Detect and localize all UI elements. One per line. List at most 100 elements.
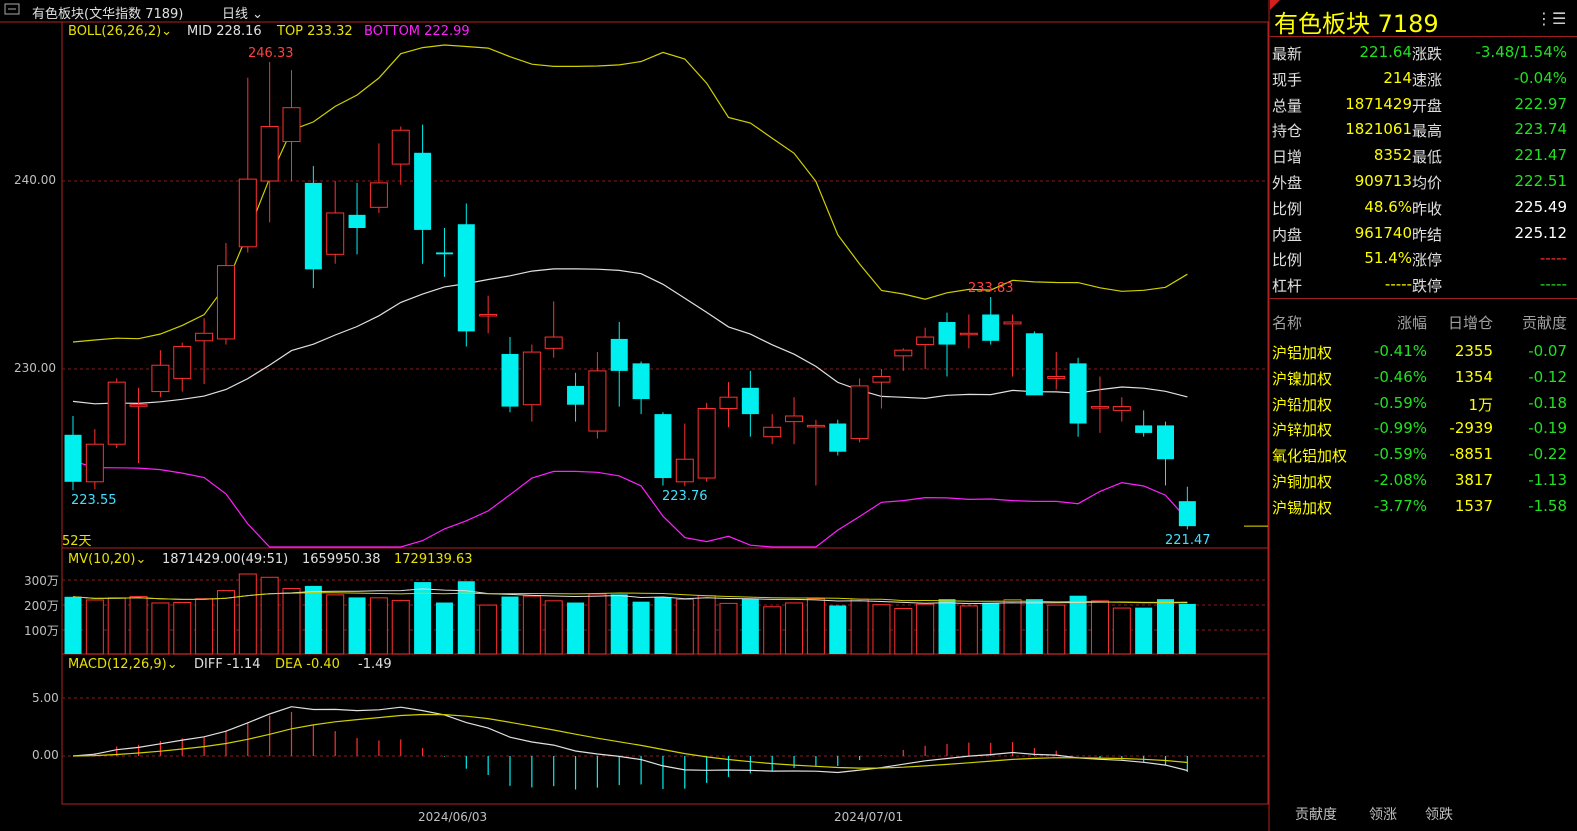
volume-bar bbox=[195, 598, 214, 655]
volume-bar bbox=[1135, 607, 1153, 654]
tab-leaders-down[interactable]: 领跌 bbox=[1425, 807, 1453, 823]
volume-bar bbox=[1090, 600, 1109, 655]
quote-label: 昨结 bbox=[1412, 225, 1443, 244]
low-annotation: 221.47 bbox=[1165, 533, 1211, 548]
table-row[interactable]: 沪铜加权 -2.08% 3817 -1.13 bbox=[1270, 467, 1577, 493]
quote-value: 8352 bbox=[1373, 146, 1412, 165]
kline-chart[interactable] bbox=[0, 0, 1270, 831]
tab-contribution[interactable]: 贡献度 bbox=[1295, 807, 1337, 823]
table-cell: 1万 bbox=[1468, 395, 1493, 414]
menu-icon[interactable] bbox=[4, 2, 20, 20]
table-cell: -2939 bbox=[1449, 419, 1493, 438]
candle-body bbox=[501, 353, 519, 407]
quote-value: ----- bbox=[1539, 275, 1567, 294]
high-annotation: 233.83 bbox=[968, 281, 1014, 296]
boll-mid-line bbox=[72, 268, 1188, 405]
volume-bar bbox=[501, 596, 519, 654]
table-cell: 沪锡加权 bbox=[1272, 498, 1333, 517]
boll-label: BOLL(26,26,2) bbox=[68, 24, 162, 39]
volume-bar bbox=[675, 598, 694, 655]
candle-body bbox=[1112, 406, 1131, 411]
table-cell: -0.12 bbox=[1528, 367, 1567, 386]
volume-bar bbox=[173, 602, 192, 655]
candle-body bbox=[1090, 406, 1109, 409]
quote-value: 961740 bbox=[1354, 223, 1412, 242]
volume-bar bbox=[806, 598, 825, 655]
quote-row: 日增 8352 最低 221.47 bbox=[1270, 142, 1577, 168]
column-header: 日增仓 bbox=[1447, 314, 1493, 332]
column-header: 涨幅 bbox=[1396, 314, 1427, 332]
quote-label: 持仓 bbox=[1272, 122, 1303, 141]
volume-bar bbox=[435, 602, 453, 654]
list-icon[interactable]: ⋮☰ bbox=[1536, 9, 1567, 28]
table-row[interactable]: 沪铝加权 -0.41% 2355 -0.07 bbox=[1270, 338, 1577, 364]
mv-value: 1871429.00(49:51) bbox=[162, 552, 289, 567]
quote-label: 内盘 bbox=[1272, 225, 1303, 244]
divider bbox=[1270, 36, 1577, 37]
boll-top: TOP 233.32 bbox=[277, 24, 353, 39]
candle-body bbox=[916, 336, 935, 346]
boll-legend[interactable]: BOLL(26,26,2)⌄ bbox=[68, 24, 172, 39]
mv-legend[interactable]: MV(10,20)⌄ bbox=[68, 552, 146, 567]
candle-body bbox=[1135, 425, 1153, 433]
candle-body bbox=[741, 387, 759, 415]
candle-body bbox=[173, 345, 192, 379]
quote-label: 均价 bbox=[1412, 174, 1443, 192]
quote-value: 221.64 bbox=[1359, 43, 1413, 61]
candle-body bbox=[894, 349, 913, 357]
table-cell: -0.99% bbox=[1373, 419, 1427, 438]
macd-legend[interactable]: MACD(12,26,9)⌄ bbox=[68, 657, 178, 672]
table-cell: -0.41% bbox=[1373, 342, 1427, 360]
candle-body bbox=[829, 423, 847, 452]
volume-bar bbox=[369, 597, 388, 655]
candle-body bbox=[763, 426, 782, 438]
instrument-title: 有色板块(文华指数 7189) bbox=[32, 7, 184, 22]
quote-value: 221.47 bbox=[1514, 146, 1568, 165]
table-cell: 沪铝加权 bbox=[1272, 344, 1333, 362]
boll-mid: MID 228.16 bbox=[187, 24, 262, 39]
quote-label: 最低 bbox=[1412, 148, 1443, 167]
volume-bar bbox=[1025, 599, 1043, 654]
quote-row: 杠杆 ----- 跌停 ----- bbox=[1270, 271, 1577, 297]
quote-row: 内盘 961740 昨结 225.12 bbox=[1270, 220, 1577, 246]
quote-value: 1821061 bbox=[1345, 120, 1412, 139]
macd-dea-line bbox=[72, 713, 1188, 769]
table-row[interactable]: 沪锌加权 -0.99% -2939 -0.19 bbox=[1270, 415, 1577, 441]
candle-body bbox=[195, 332, 214, 342]
candle-body bbox=[675, 458, 694, 483]
table-cell: 沪锌加权 bbox=[1272, 421, 1333, 440]
quote-value: 51.4% bbox=[1364, 249, 1412, 268]
divider bbox=[1270, 298, 1577, 299]
quote-value: 223.74 bbox=[1514, 120, 1568, 139]
volume-bar bbox=[216, 590, 235, 655]
volume-bar bbox=[1178, 603, 1196, 654]
table-row[interactable]: 沪锡加权 -3.77% 1537 -1.58 bbox=[1270, 493, 1577, 519]
candle-body bbox=[544, 336, 563, 349]
volume-bar bbox=[1069, 595, 1087, 654]
table-row[interactable]: 沪镍加权 -0.46% 1354 -0.12 bbox=[1270, 364, 1577, 390]
table-row[interactable]: 沪铅加权 -0.59% 1万 -0.18 bbox=[1270, 390, 1577, 416]
period-label: 日线 bbox=[222, 7, 249, 22]
tab-leaders-up[interactable]: 领涨 bbox=[1369, 807, 1397, 823]
quote-label: 现手 bbox=[1272, 70, 1303, 89]
table-cell: -1.58 bbox=[1528, 496, 1567, 515]
column-header: 贡献度 bbox=[1521, 314, 1567, 332]
chevron-down-icon: ⌄ bbox=[161, 24, 173, 39]
table-row[interactable]: 氧化铝加权 -0.59% -8851 -0.22 bbox=[1270, 441, 1577, 467]
volume-bar bbox=[741, 598, 759, 654]
volume-bar bbox=[1157, 599, 1174, 654]
quote-label: 比例 bbox=[1272, 251, 1303, 270]
period-selector[interactable]: 日线 ⌄ bbox=[222, 3, 263, 22]
quote-label: 最高 bbox=[1412, 122, 1443, 141]
table-header: 名称 涨幅 日增仓 贡献度 bbox=[1270, 308, 1577, 334]
chart-header: 有色板块(文华指数 7189) 日线 ⌄ bbox=[0, 0, 1270, 22]
table-cell: 3817 bbox=[1454, 471, 1493, 489]
date-tick: 2024/07/01 bbox=[834, 810, 904, 824]
candle-body bbox=[959, 332, 978, 336]
volume-bar bbox=[916, 603, 935, 655]
high-annotation: 246.33 bbox=[248, 46, 294, 61]
volume-bar bbox=[632, 601, 650, 654]
candle-body bbox=[457, 224, 475, 332]
table-cell: -0.19 bbox=[1528, 419, 1567, 438]
volume-tick: 100万 bbox=[24, 624, 59, 638]
